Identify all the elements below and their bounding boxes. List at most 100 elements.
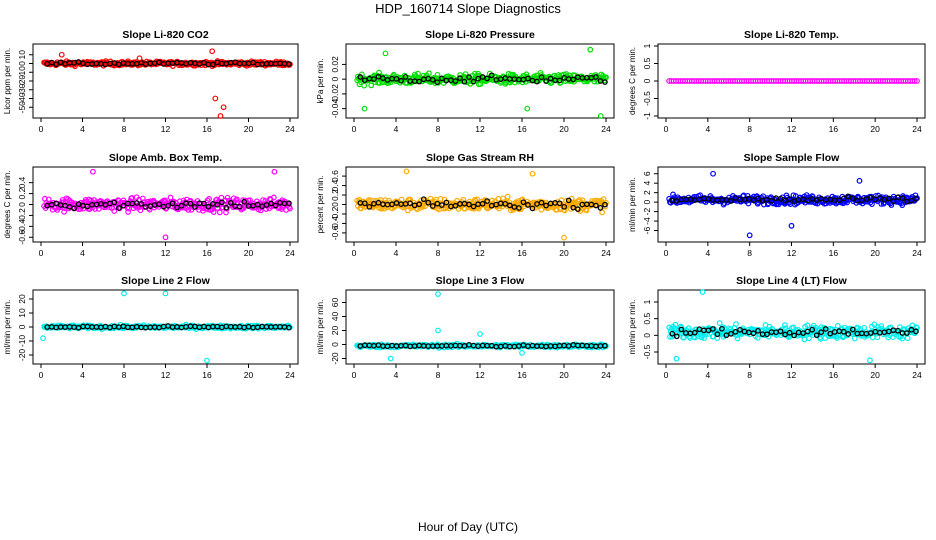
y-axis-label: degrees C per min. [628,47,637,115]
reference-point [138,200,145,207]
reference-point [48,59,55,66]
reference-point [438,75,445,82]
x-tick-label: 8 [436,370,441,380]
y-axis-label: ml/min per min. [316,300,325,355]
y-tick-label: 0.5 [642,57,652,69]
data-point [205,206,212,213]
data-points [666,170,920,239]
x-tick-label: 12 [475,248,485,258]
reference-point [457,75,463,81]
x-tick-label: 20 [244,124,254,134]
y-tick-label: -20 [17,75,27,88]
outlier-point [710,170,716,177]
panel-4: Slope Amb. Box Temp. degrees C per min. -0… [3,152,299,258]
reference-point [732,328,739,335]
reference-point [429,203,436,209]
reference-point [543,78,549,84]
data-point [287,205,293,212]
panel-title: Slope Li-820 Pressure [425,29,535,41]
reference-point [178,202,185,209]
panel-2: Slope Li-820 Pressure kPa per min. -0.04-0… [316,29,615,134]
outlier-point [403,168,410,175]
data-point [210,209,217,215]
panel-title: Slope Line 3 Flow [436,275,526,287]
panel-title: Slope Gas Stream RH [426,152,534,164]
data-point [462,71,469,78]
x-tick-label: 12 [787,248,797,258]
x-tick-label: 20 [559,124,569,134]
y-tick-label: 20 [17,294,27,304]
x-tick-label: 12 [161,124,171,134]
x-tick-label: 12 [475,370,485,380]
x-tick-label: 16 [517,370,527,380]
x-tick-label: 0 [352,370,357,380]
y-tick-label: 0.4 [17,176,27,188]
reference-point [849,326,856,333]
reference-point [371,76,377,82]
outlier-point [220,104,227,111]
x-tick-label: 20 [559,248,569,258]
y-tick-label: -30 [17,83,27,96]
reference-point [53,200,60,207]
data-point [672,321,679,328]
y-tick-label: -10 [17,335,27,348]
reference-point [156,201,162,208]
reference-point [205,203,212,210]
reference-point [272,202,279,209]
reference-point [475,75,481,82]
y-tick-label: -20 [17,349,27,362]
reference-point [393,75,400,82]
reference-point [813,332,820,339]
reference-point [461,78,468,85]
reference-point [710,326,716,332]
reference-point [728,198,734,204]
x-tick-label: 24 [912,370,922,380]
x-tick-label: 4 [705,248,710,258]
reference-point [218,199,225,206]
data-point [733,321,739,328]
outlier-point [519,350,525,356]
data-point [734,335,741,342]
x-tick-label: 4 [80,370,85,380]
reference-point [357,74,364,80]
outlier-point [746,232,753,239]
reference-point [877,195,883,201]
y-tick-label: -0.2 [17,208,27,223]
reference-point [429,76,436,83]
reference-point [165,202,171,209]
data-point [596,199,603,206]
y-tick-label: -4 [642,217,652,225]
reference-point [845,331,852,337]
x-tick-label: 20 [244,248,254,258]
reference-point [899,195,906,201]
reference-point [452,202,459,209]
reference-point [250,59,256,66]
y-tick-label: -0.6 [330,225,340,240]
outlier-point [529,170,536,177]
x-tick-label: 20 [870,248,880,258]
x-tick-label: 0 [664,124,669,134]
x-tick-label: 20 [559,370,569,380]
reference-point [416,201,423,208]
y-tick-label: -0.4 [330,216,340,231]
x-tick-label: 24 [601,248,611,258]
x-tick-label: 12 [161,370,171,380]
y-tick-label: 1 [642,43,652,48]
panel-title: Slope Line 2 Flow [121,275,211,287]
panel-3: Slope Li-820 Temp. degrees C per min. -1 -0… [628,29,926,134]
x-axis-label: Hour of Day (UTC) [418,520,518,534]
x-tick-label: 24 [601,124,611,134]
y-tick-label: -10 [17,66,27,79]
outlier-point [162,290,169,297]
outlier-point [673,355,680,362]
reference-point [187,200,194,207]
reference-point [434,79,441,86]
data-point [878,323,885,329]
reference-point [556,200,563,207]
reference-point [593,74,599,80]
reference-point [520,199,527,206]
y-tick-label: -0.02 [330,84,340,104]
data-point [139,195,146,202]
reference-point [286,61,292,67]
